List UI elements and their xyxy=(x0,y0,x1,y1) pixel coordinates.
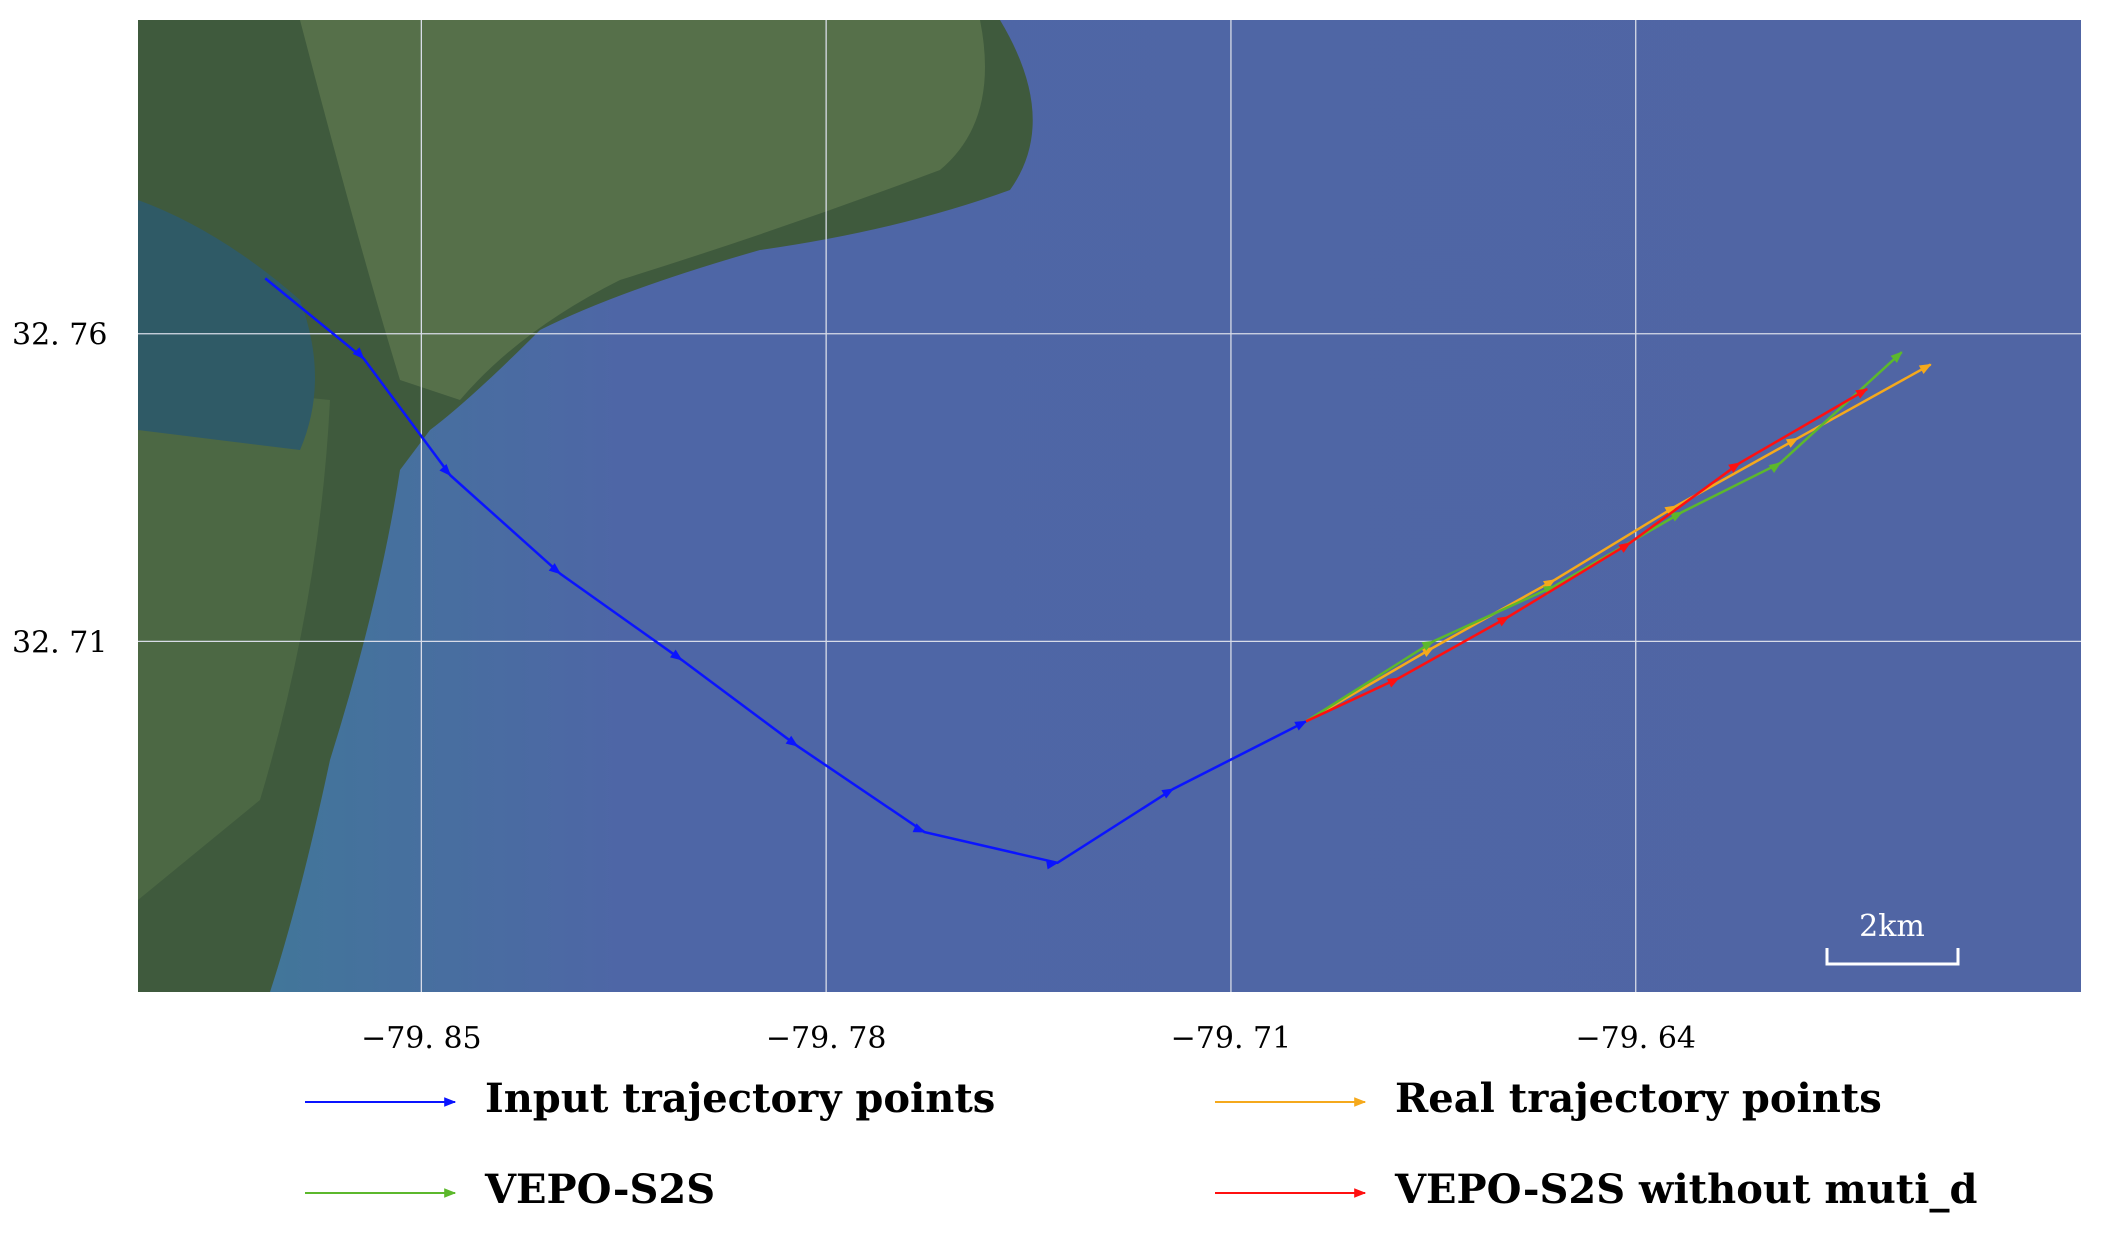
legend-label: Real trajectory points xyxy=(1395,1075,1882,1122)
legend: Input trajectory points Real trajectory p… xyxy=(305,1075,1977,1213)
trajectories xyxy=(264,277,1932,870)
scale-label: 2km xyxy=(1859,909,1925,944)
x-tick-label: −79. 71 xyxy=(1171,1021,1292,1056)
scale-bar: 2km xyxy=(1825,909,1960,966)
x-tick-label: −79. 64 xyxy=(1575,1021,1696,1056)
legend-label: VEPO-S2S without muti_d xyxy=(1394,1166,1977,1213)
y-tick-label: 32. 71 xyxy=(12,625,107,660)
legend-label: VEPO-S2S xyxy=(484,1166,715,1213)
trajectory xyxy=(1305,388,1869,723)
map-background xyxy=(138,20,2081,992)
legend-label: Input trajectory points xyxy=(485,1075,995,1122)
x-tick-label: −79. 78 xyxy=(766,1021,887,1056)
y-tick-label: 32. 76 xyxy=(12,318,107,353)
trajectory xyxy=(264,277,1308,870)
x-tick-label: −79. 85 xyxy=(361,1021,482,1056)
